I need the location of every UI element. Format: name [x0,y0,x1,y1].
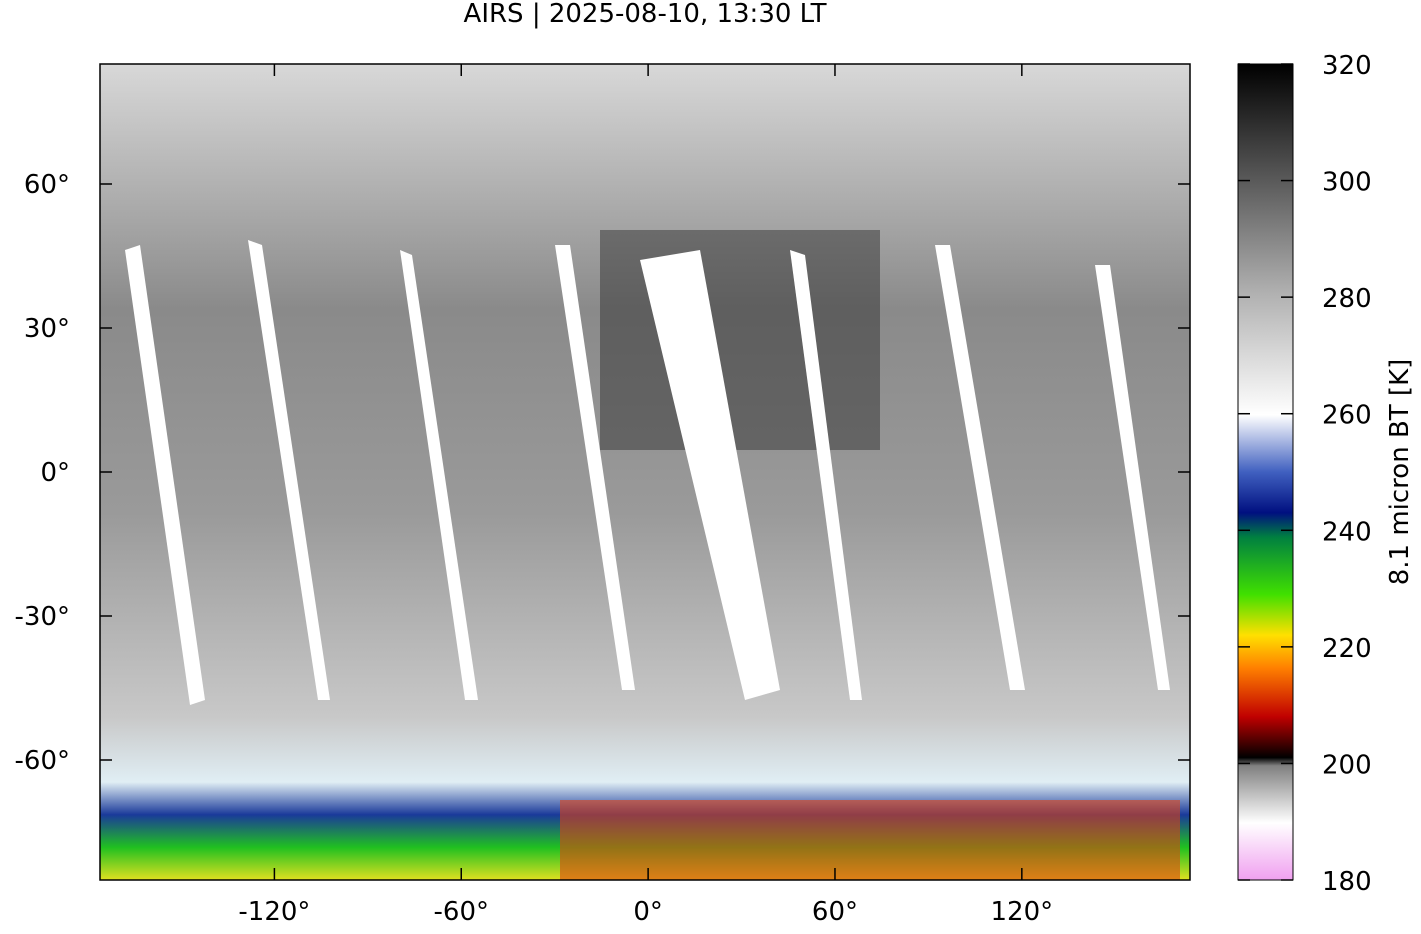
colorbar-tick-label: 260 [1322,401,1372,431]
y-tick-label: -30° [15,602,70,632]
colorbar-tick-label: 300 [1322,168,1372,198]
x-tick-label: 120° [991,897,1054,927]
y-tick-label: 60° [24,170,70,200]
x-tick-label: 60° [812,897,858,927]
colorbar-label: 8.1 micron BT [K] [1385,359,1415,586]
x-tick-label: -120° [238,897,310,927]
colorbar-tick-label: 320 [1322,51,1372,81]
colorbar-tick-label: 240 [1322,517,1372,547]
y-tick-label: -60° [15,746,70,776]
x-tick-label: -60° [434,897,489,927]
colorbar-tick-label: 200 [1322,750,1372,780]
title: AIRS | 2025-08-10, 13:30 LT [464,0,827,29]
colorbar [1237,63,1294,881]
map-image [100,64,1190,880]
colorbar-tick-label: 280 [1322,284,1372,314]
x-tick-label: 0° [633,897,663,927]
y-tick-label: 30° [24,314,70,344]
colorbar-tick-label: 180 [1322,867,1372,897]
y-tick-label: 0° [40,458,70,488]
colorbar-tick-label: 220 [1322,634,1372,664]
